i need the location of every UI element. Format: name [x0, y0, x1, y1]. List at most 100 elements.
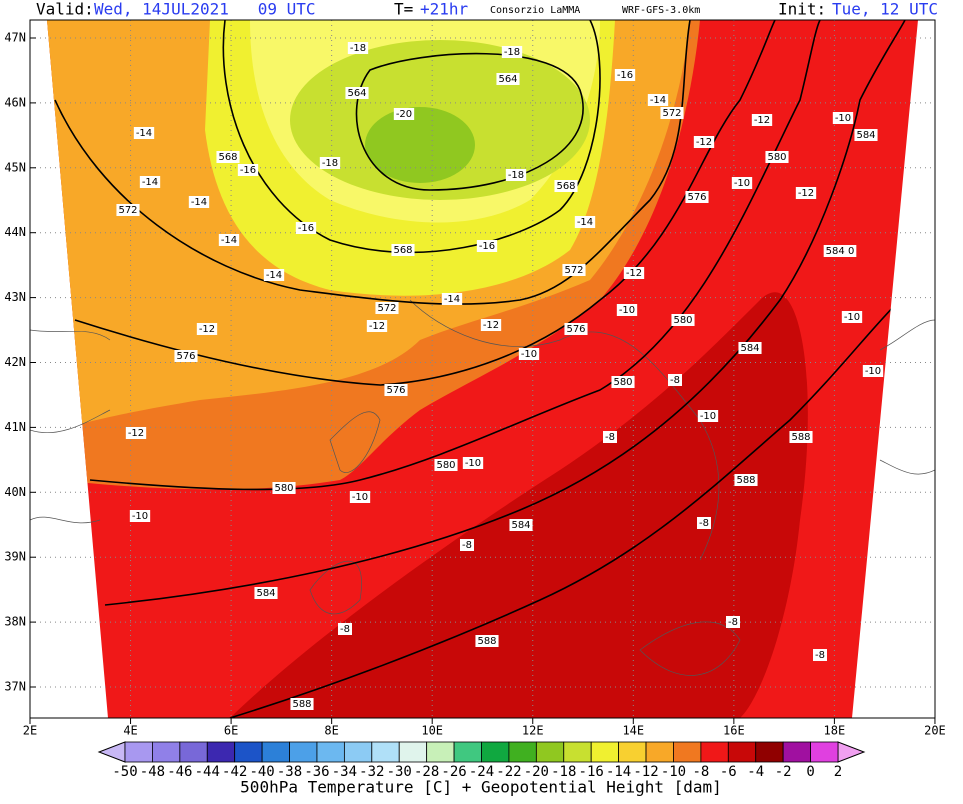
- contour-label-box: [462, 457, 484, 469]
- contour-line: [104, 20, 906, 606]
- colorbar-label: -28: [414, 764, 439, 780]
- contour-label-box: [574, 216, 596, 228]
- colorbar-box: [152, 741, 181, 763]
- contour-label: -14: [577, 217, 593, 228]
- map-frame: [29, 19, 936, 719]
- contour-label: -18: [322, 158, 338, 169]
- contour-label: -10: [865, 366, 881, 377]
- contour-label: -12: [199, 324, 215, 335]
- contour-label: 584 0: [826, 246, 855, 257]
- contour-label: -20: [396, 109, 412, 120]
- contour-label-box: [862, 365, 884, 377]
- contour-label: -16: [479, 241, 495, 252]
- contour-label: 588: [736, 475, 755, 486]
- contour-label-box: [188, 196, 210, 208]
- colorbar-box: [453, 741, 482, 763]
- lead-label: T=: [394, 0, 413, 19]
- contour-label: 564: [347, 88, 366, 99]
- contour-line: [74, 20, 776, 386]
- colorbar-label: -4: [747, 764, 764, 780]
- contour-label: 580: [673, 315, 692, 326]
- contour-label: 588: [292, 699, 311, 710]
- contour-label-box: [237, 164, 259, 176]
- colorbar-box: [810, 741, 839, 763]
- contour-label: 584: [856, 130, 875, 141]
- contour-label: -16: [617, 70, 633, 81]
- contour-label-box: [734, 474, 758, 486]
- contour-label-box: [441, 293, 463, 305]
- lon-label: 18E: [824, 724, 846, 738]
- contour-label-box: [391, 244, 415, 256]
- contour-label: 580: [767, 152, 786, 163]
- contour-line: [54, 20, 691, 305]
- lon-label: 4E: [123, 724, 137, 738]
- lon-label: 14E: [622, 724, 644, 738]
- lat-label: 37N: [4, 680, 26, 694]
- colorbar-box: [398, 741, 428, 763]
- colorbar-box: [261, 741, 290, 763]
- colorbar-label: -14: [606, 764, 631, 780]
- colorbar-label: -36: [304, 764, 329, 780]
- lon-label: 6E: [224, 724, 238, 738]
- contour-label: 568: [218, 152, 237, 163]
- contour-label-box: [434, 459, 458, 471]
- contour-label-box: [611, 376, 635, 388]
- contour-label: -8: [670, 375, 680, 386]
- contour-label-box: [616, 304, 638, 316]
- contour-label: 568: [556, 181, 575, 192]
- contour-label: -8: [605, 432, 615, 443]
- contour-label-box: [349, 491, 371, 503]
- lat-label: 38N: [4, 615, 26, 629]
- contour-label-box: [216, 151, 240, 163]
- contour-label: -14: [266, 270, 282, 281]
- field-dark-red: [230, 292, 808, 718]
- contour-label-box: [832, 112, 854, 124]
- contour-label-box: [823, 245, 857, 257]
- contour-label: -8: [462, 540, 472, 551]
- contour-label-box: [509, 519, 533, 531]
- contour-label-box: [116, 204, 140, 216]
- lon-label: 16E: [723, 724, 745, 738]
- colorbar-label: -46: [167, 764, 192, 780]
- contour-label: -12: [696, 137, 712, 148]
- contour-label-box: [841, 311, 863, 323]
- colorbar-label: -26: [441, 764, 466, 780]
- contour-label-box: [623, 267, 645, 279]
- contour-label: -14: [142, 177, 158, 188]
- contour-label-box: [366, 320, 388, 332]
- colorbar-label: 2: [834, 764, 842, 780]
- contour-label: -10: [352, 492, 368, 503]
- contour-label: -12: [626, 268, 642, 279]
- contour-label-box: [347, 42, 369, 54]
- contour-label: 580: [274, 483, 293, 494]
- contour-label: -18: [504, 47, 520, 58]
- colorbar-title: 500hPa Temperature [C] + Geopotential He…: [240, 778, 722, 797]
- contour-label-box: [789, 431, 813, 443]
- contour-label-box: [501, 46, 523, 58]
- field-green: [365, 107, 475, 183]
- contour-label-box: [375, 302, 399, 314]
- init-label: Init:: [778, 0, 826, 19]
- contour-label: -10: [734, 178, 750, 189]
- contour-line: [229, 299, 901, 718]
- contour-label: -12: [483, 320, 499, 331]
- valid-label: Valid:: [36, 0, 94, 19]
- contour-label: 580: [613, 377, 632, 388]
- coastlines: [30, 299, 935, 676]
- contour-label-box: [139, 176, 161, 188]
- contour-label: 584: [256, 588, 275, 599]
- contour-label-box: [496, 73, 520, 85]
- colorbar-box: [645, 741, 674, 763]
- colorbar-box: [234, 741, 263, 763]
- temperature-field: [47, 20, 918, 718]
- contour-label: 576: [386, 385, 405, 396]
- contour-label-box: [295, 222, 317, 234]
- lat-label: 47N: [4, 31, 26, 45]
- contour-label-box: [603, 431, 617, 443]
- contour-label-box: [272, 482, 296, 494]
- contour-label-box: [125, 427, 147, 439]
- lat-label: 43N: [4, 290, 26, 304]
- contour-label: 576: [176, 351, 195, 362]
